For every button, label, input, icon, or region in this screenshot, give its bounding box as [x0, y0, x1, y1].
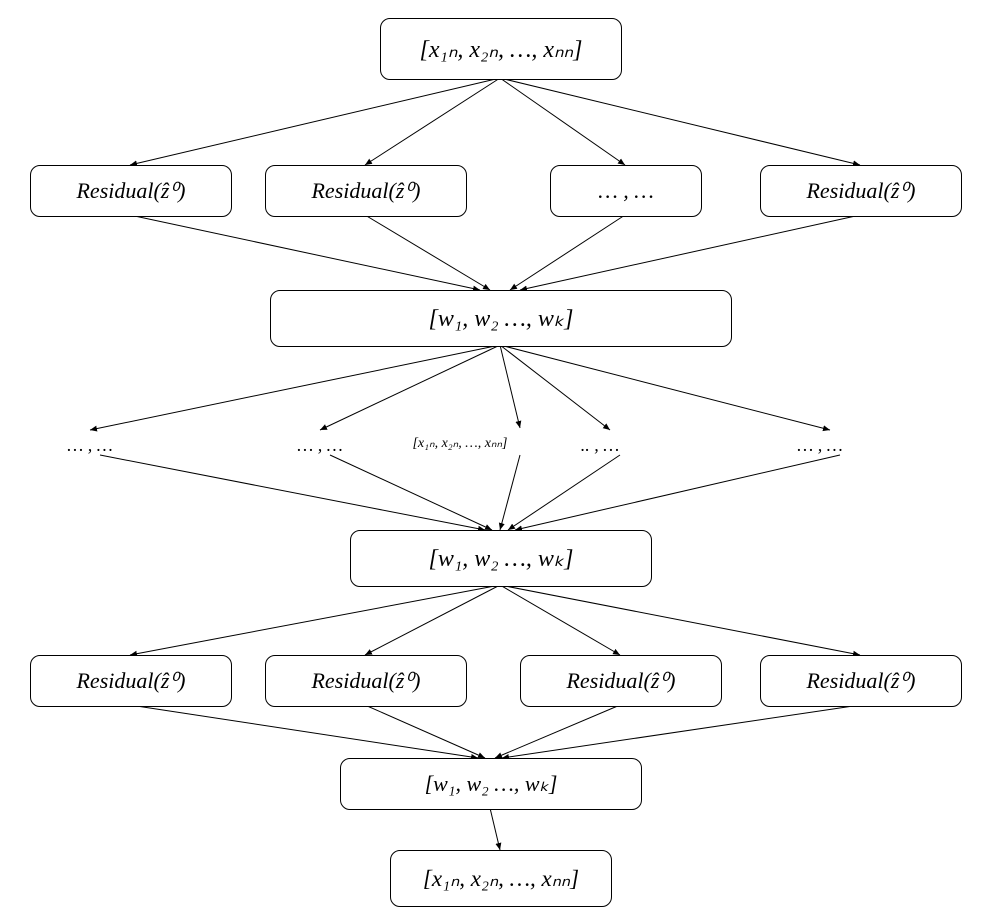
node-ellipsis-1: … , …	[550, 165, 702, 217]
label-weights-2: [w₁, w₂ …, wₖ]	[429, 544, 574, 573]
mid-ellipsis-4: … , …	[797, 435, 843, 456]
node-residual-1a: Residual(ẑ⁰)	[30, 165, 232, 217]
label-residual-1b: Residual(ẑ⁰)	[311, 178, 420, 204]
mid-ellipsis-3: .. , …	[581, 435, 620, 456]
label-residual-2d: Residual(ẑ⁰)	[806, 668, 915, 694]
node-weights-2: [w₁, w₂ …, wₖ]	[350, 530, 652, 587]
node-input-top: [x₁ₙ, x₂ₙ, …, xₙₙ]	[380, 18, 622, 80]
label-residual-2c: Residual(ẑ⁰)	[566, 668, 675, 694]
mid-input-small: [x₁ₙ, x₂ₙ, …, xₙₙ]	[412, 435, 507, 452]
node-weights-1: [w₁, w₂ …, wₖ]	[270, 290, 732, 347]
label-input-top: [x₁ₙ, x₂ₙ, …, xₙₙ]	[420, 35, 583, 64]
node-residual-1b: Residual(ẑ⁰)	[265, 165, 467, 217]
label-weights-3: [w₁, w₂ …, wₖ]	[425, 771, 558, 797]
mid-ellipsis-1: … , …	[297, 435, 343, 456]
mid-ellipsis-0: … , …	[67, 435, 113, 456]
node-residual-2a: Residual(ẑ⁰)	[30, 655, 232, 707]
node-residual-1d: Residual(ẑ⁰)	[760, 165, 962, 217]
label-ellipsis-1: … , …	[598, 178, 654, 204]
label-residual-1d: Residual(ẑ⁰)	[806, 178, 915, 204]
label-residual-2a: Residual(ẑ⁰)	[76, 668, 185, 694]
label-residual-1a: Residual(ẑ⁰)	[76, 178, 185, 204]
node-residual-2d: Residual(ẑ⁰)	[760, 655, 962, 707]
node-output: [x₁ₙ, x₂ₙ, …, xₙₙ]	[390, 850, 612, 907]
label-weights-1: [w₁, w₂ …, wₖ]	[429, 304, 574, 333]
label-residual-2b: Residual(ẑ⁰)	[311, 668, 420, 694]
label-output: [x₁ₙ, x₂ₙ, …, xₙₙ]	[423, 866, 579, 892]
diagram-canvas: [x₁ₙ, x₂ₙ, …, xₙₙ] Residual(ẑ⁰) Residual…	[0, 0, 1000, 909]
node-residual-2c: Residual(ẑ⁰)	[520, 655, 722, 707]
node-residual-2b: Residual(ẑ⁰)	[265, 655, 467, 707]
node-weights-3: [w₁, w₂ …, wₖ]	[340, 758, 642, 810]
